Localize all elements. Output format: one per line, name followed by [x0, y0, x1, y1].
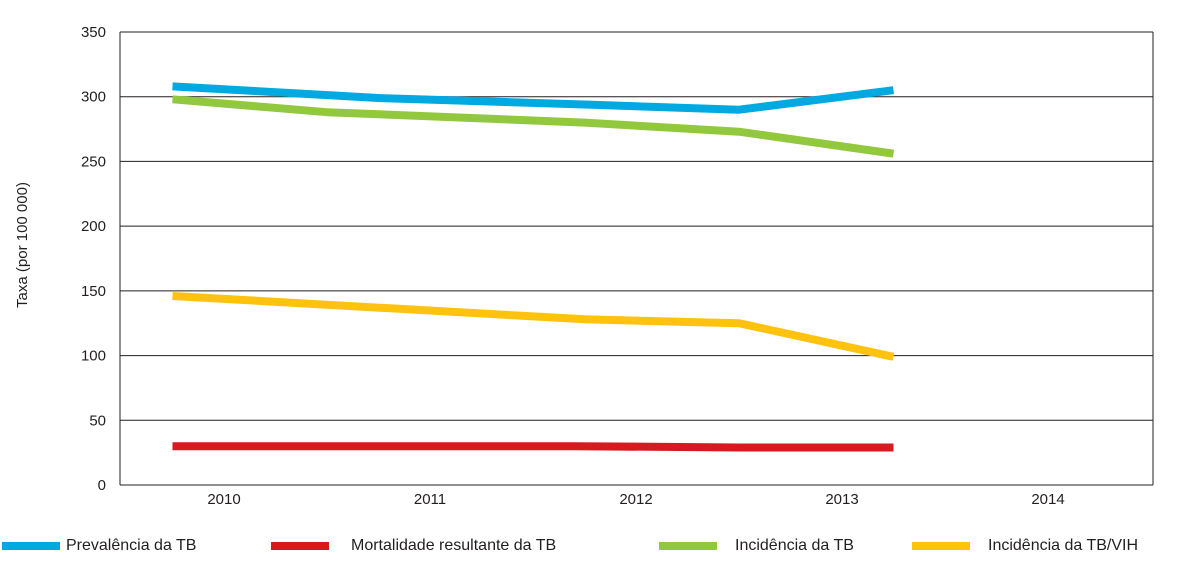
x-tick-2012: 2012	[619, 491, 652, 508]
x-tick-2011: 2011	[414, 491, 446, 508]
legend-label-incidence: Incidência da TB	[735, 537, 854, 554]
legend-swatch-mortality	[271, 542, 329, 550]
y-tick-350: 350	[81, 24, 106, 41]
gridlines	[119, 31, 1154, 486]
y-tick-200: 200	[81, 218, 106, 235]
legend-label-incidence-tbhiv: Incidência da TB/VIH	[988, 537, 1139, 554]
series-line-3	[172, 95, 895, 158]
x-tick-2010: 2010	[207, 491, 240, 508]
x-tick-2013: 2013	[825, 491, 858, 508]
y-tick-250: 250	[81, 153, 106, 170]
y-tick-100: 100	[81, 348, 106, 365]
y-tick-50: 50	[89, 412, 106, 429]
x-axis-ticks: 2010 2011 2012 2013 2014	[207, 491, 1064, 508]
series-line-2	[172, 442, 894, 452]
series-line-1	[172, 82, 895, 114]
legend-swatch-prevalence	[2, 542, 60, 550]
y-tick-150: 150	[81, 283, 106, 300]
legend-swatch-incidence-tbhiv	[912, 542, 970, 550]
x-tick-2014: 2014	[1031, 491, 1064, 508]
y-axis-label: Taxa (por 100 000)	[14, 182, 31, 308]
y-tick-300: 300	[81, 89, 106, 106]
legend-label-mortality: Mortalidade resultante da TB	[351, 537, 557, 554]
series-line-4	[172, 292, 895, 361]
legend-label-prevalence: Prevalência da TB	[66, 537, 197, 554]
legend: Prevalência da TB Mortalidade resultante…	[0, 537, 1177, 560]
series-lines	[172, 82, 895, 452]
y-tick-0: 0	[98, 477, 106, 494]
y-axis-ticks: 0 50 100 150 200 250 300 350	[81, 24, 106, 494]
legend-swatch-incidence	[659, 542, 717, 550]
